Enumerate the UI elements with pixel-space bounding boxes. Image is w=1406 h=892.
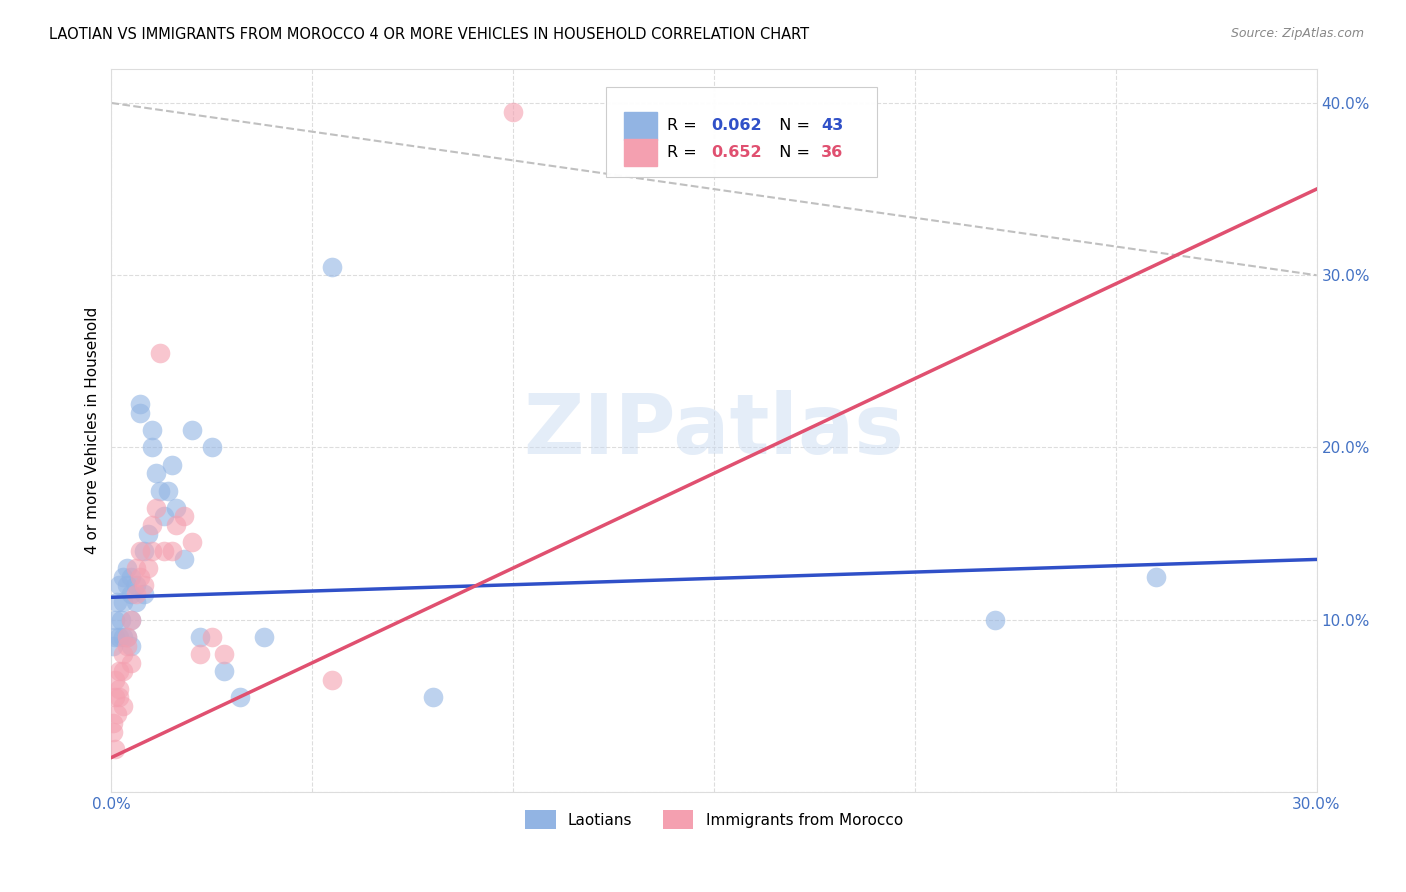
Point [104, 673, 127, 687]
Point [124, 578, 146, 592]
Point [108, 665, 131, 679]
Point [128, 569, 150, 583]
Point [104, 742, 127, 756]
Point [108, 630, 131, 644]
Point [156, 483, 179, 498]
Point [152, 544, 174, 558]
Point [121, 656, 143, 670]
Point [108, 681, 131, 696]
Point [132, 578, 155, 592]
Point [984, 613, 1007, 627]
Point [117, 561, 139, 575]
Point [110, 613, 132, 627]
FancyBboxPatch shape [606, 87, 877, 177]
Point [121, 639, 143, 653]
Point [121, 587, 143, 601]
Point [136, 526, 159, 541]
Point [165, 500, 187, 515]
Point [149, 483, 172, 498]
Point [188, 647, 211, 661]
Point [104, 613, 127, 627]
Point [124, 561, 146, 575]
Point [145, 467, 167, 481]
Point [112, 569, 135, 583]
Point [121, 569, 143, 583]
Point [173, 552, 195, 566]
Point [104, 690, 127, 705]
Point [132, 544, 155, 558]
Point [108, 690, 131, 705]
Point [180, 535, 202, 549]
Point [108, 578, 131, 592]
Text: 36: 36 [821, 145, 844, 161]
Point [121, 613, 143, 627]
Point [201, 441, 224, 455]
Point [101, 716, 124, 731]
Point [117, 630, 139, 644]
Point [112, 630, 135, 644]
Point [173, 509, 195, 524]
Point [128, 544, 150, 558]
Point [188, 630, 211, 644]
Point [160, 544, 183, 558]
Text: 0.062: 0.062 [711, 119, 762, 134]
Text: R =: R = [666, 119, 702, 134]
Point [132, 587, 155, 601]
Point [117, 639, 139, 653]
Point [104, 630, 127, 644]
Point [141, 423, 163, 437]
Point [212, 665, 235, 679]
Point [141, 544, 163, 558]
Point [502, 104, 524, 119]
Point [253, 630, 276, 644]
Point [149, 345, 172, 359]
Point [107, 595, 129, 609]
Point [145, 500, 167, 515]
Point [128, 397, 150, 411]
Bar [624, 112, 658, 140]
Point [229, 690, 252, 705]
Point [136, 561, 159, 575]
Point [160, 458, 183, 472]
Point [112, 595, 135, 609]
Legend: Laotians, Immigrants from Morocco: Laotians, Immigrants from Morocco [519, 804, 910, 835]
Point [128, 406, 150, 420]
Point [165, 518, 187, 533]
Point [1144, 569, 1167, 583]
Point [107, 707, 129, 722]
Text: 43: 43 [821, 119, 844, 134]
Point [212, 647, 235, 661]
Bar [624, 139, 658, 167]
Point [141, 518, 163, 533]
Point [152, 509, 174, 524]
Text: 0.652: 0.652 [711, 145, 762, 161]
Point [201, 630, 224, 644]
Point [321, 673, 343, 687]
Point [422, 690, 444, 705]
Text: N =: N = [769, 145, 815, 161]
Text: Source: ZipAtlas.com: Source: ZipAtlas.com [1230, 27, 1364, 40]
Point [112, 665, 135, 679]
Point [141, 441, 163, 455]
Point [112, 698, 135, 713]
Point [121, 613, 143, 627]
Text: R =: R = [666, 145, 702, 161]
Point [117, 578, 139, 592]
Text: LAOTIAN VS IMMIGRANTS FROM MOROCCO 4 OR MORE VEHICLES IN HOUSEHOLD CORRELATION C: LAOTIAN VS IMMIGRANTS FROM MOROCCO 4 OR … [49, 27, 810, 42]
Text: ZIPatlas: ZIPatlas [523, 390, 904, 471]
Point [321, 260, 343, 274]
Point [112, 647, 135, 661]
Text: N =: N = [769, 119, 815, 134]
Point [180, 423, 202, 437]
Point [117, 630, 139, 644]
Point [103, 639, 125, 653]
Point [124, 587, 146, 601]
Point [124, 595, 146, 609]
Point [103, 724, 125, 739]
Y-axis label: 4 or more Vehicles in Household: 4 or more Vehicles in Household [86, 307, 100, 554]
